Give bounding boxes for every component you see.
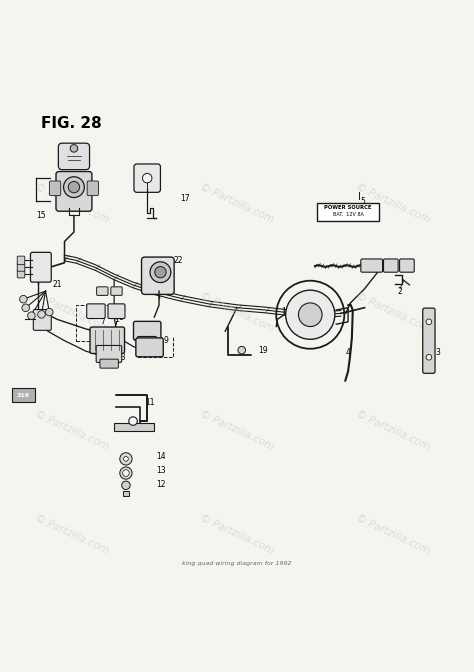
FancyBboxPatch shape [142, 257, 174, 294]
FancyBboxPatch shape [400, 259, 414, 272]
Circle shape [299, 303, 322, 327]
Text: FIG. 28: FIG. 28 [41, 116, 101, 131]
Text: 17: 17 [180, 194, 190, 204]
Text: 15: 15 [36, 211, 46, 220]
Circle shape [122, 481, 130, 490]
Circle shape [38, 310, 46, 318]
FancyBboxPatch shape [17, 263, 25, 271]
Text: 8: 8 [119, 312, 124, 322]
FancyBboxPatch shape [56, 171, 92, 211]
Text: © Partzilla.com: © Partzilla.com [33, 513, 110, 556]
Text: © Partzilla.com: © Partzilla.com [354, 291, 432, 334]
FancyBboxPatch shape [383, 259, 398, 272]
Text: 4: 4 [346, 348, 351, 357]
Text: 5: 5 [360, 197, 365, 206]
Text: king quad wiring diagram for 1992: king quad wiring diagram for 1992 [182, 561, 292, 566]
Bar [76, 305, 117, 341]
Bar [318, 203, 379, 221]
Text: 21: 21 [53, 280, 62, 288]
Text: 20: 20 [303, 310, 313, 319]
Text: © Partzilla.com: © Partzilla.com [198, 291, 276, 334]
Text: BAT.  12V 8A: BAT. 12V 8A [333, 212, 364, 217]
FancyBboxPatch shape [58, 143, 90, 169]
FancyBboxPatch shape [30, 253, 51, 282]
Text: 10: 10 [145, 327, 155, 336]
FancyBboxPatch shape [111, 287, 122, 296]
FancyBboxPatch shape [90, 327, 125, 353]
Bar [123, 491, 129, 496]
Text: 12: 12 [156, 480, 166, 489]
Text: 316: 316 [17, 392, 30, 398]
FancyBboxPatch shape [100, 359, 118, 368]
Circle shape [123, 470, 129, 476]
Text: © Partzilla.com: © Partzilla.com [33, 409, 110, 452]
Text: © Partzilla.com: © Partzilla.com [354, 513, 432, 556]
FancyBboxPatch shape [137, 337, 156, 348]
Circle shape [68, 181, 80, 193]
Bar [11, 388, 35, 402]
Circle shape [70, 144, 78, 152]
Circle shape [286, 290, 335, 339]
Text: 19: 19 [258, 345, 268, 355]
FancyBboxPatch shape [87, 304, 105, 319]
Text: © Partzilla.com: © Partzilla.com [354, 409, 432, 452]
Circle shape [22, 304, 29, 312]
Text: 2: 2 [398, 286, 402, 296]
Circle shape [120, 453, 132, 465]
Text: 1: 1 [114, 315, 119, 324]
Circle shape [426, 319, 432, 325]
Bar [114, 423, 155, 431]
FancyBboxPatch shape [17, 256, 25, 265]
FancyBboxPatch shape [33, 310, 51, 331]
Text: 22: 22 [173, 256, 182, 265]
Circle shape [426, 354, 432, 360]
FancyBboxPatch shape [134, 321, 161, 340]
Text: 6: 6 [41, 315, 46, 324]
FancyBboxPatch shape [49, 181, 61, 196]
Circle shape [238, 346, 246, 354]
Text: © Partzilla.com: © Partzilla.com [198, 409, 276, 452]
Text: 3: 3 [436, 348, 440, 357]
Text: 7: 7 [100, 317, 105, 327]
Text: © Partzilla.com: © Partzilla.com [198, 182, 276, 225]
Circle shape [150, 262, 171, 283]
Text: 24: 24 [100, 289, 109, 298]
Text: 23: 23 [117, 353, 126, 362]
FancyBboxPatch shape [87, 181, 99, 196]
Text: 11: 11 [145, 398, 155, 407]
FancyBboxPatch shape [134, 164, 160, 192]
Circle shape [46, 308, 53, 316]
FancyBboxPatch shape [361, 259, 383, 272]
Circle shape [155, 267, 166, 278]
Text: 18: 18 [386, 263, 395, 272]
Circle shape [129, 417, 137, 425]
Circle shape [124, 456, 128, 461]
Text: © Partzilla.com: © Partzilla.com [33, 291, 110, 334]
Text: © Partzilla.com: © Partzilla.com [33, 182, 110, 225]
Circle shape [64, 177, 84, 198]
Text: © Partzilla.com: © Partzilla.com [354, 182, 432, 225]
Circle shape [120, 467, 132, 479]
Text: 13: 13 [156, 466, 166, 475]
FancyBboxPatch shape [96, 345, 122, 362]
FancyBboxPatch shape [423, 308, 435, 374]
Circle shape [143, 173, 152, 183]
Text: © Partzilla.com: © Partzilla.com [198, 513, 276, 556]
Circle shape [19, 296, 27, 303]
FancyBboxPatch shape [108, 304, 125, 319]
Text: 9: 9 [164, 336, 169, 345]
Text: 16: 16 [64, 185, 74, 194]
Text: POWER SOURCE: POWER SOURCE [324, 206, 372, 210]
FancyBboxPatch shape [97, 287, 108, 296]
FancyBboxPatch shape [17, 269, 25, 278]
Circle shape [27, 312, 35, 319]
Text: 14: 14 [156, 452, 166, 461]
FancyBboxPatch shape [136, 338, 163, 357]
